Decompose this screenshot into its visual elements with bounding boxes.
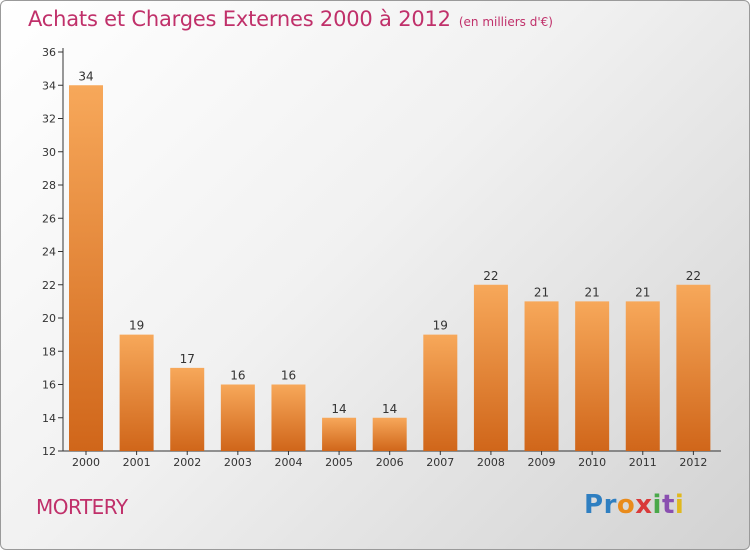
labels: 34 19 17 16 16 14 14 19 22 21 21 21 22 <box>78 69 701 416</box>
bar-value-label: 14 <box>331 402 346 416</box>
y-tick-label: 32 <box>42 113 56 126</box>
bar-value-label: 19 <box>433 319 448 333</box>
x-tick-label: 2004 <box>274 456 302 469</box>
commune-name: MORTERY <box>36 495 128 519</box>
y-tick-label: 28 <box>42 179 56 192</box>
chart-title: Achats et Charges Externes 2000 à 2012 <box>28 7 451 31</box>
y-tick-label: 34 <box>42 79 56 92</box>
bar-value-label: 22 <box>686 269 701 283</box>
bar-value-label: 21 <box>534 285 549 299</box>
chart-subtitle: (en milliers d'€) <box>458 15 553 29</box>
y-tick-label: 30 <box>42 146 56 159</box>
logo-letter: P <box>584 490 604 520</box>
bar-value-label: 19 <box>129 319 144 333</box>
logo-letter: o <box>616 490 636 520</box>
x-tick-label: 2007 <box>426 456 454 469</box>
bar <box>271 384 306 451</box>
x-tick-label: 2001 <box>123 456 151 469</box>
proxiti-logo: Proxiti <box>584 490 684 520</box>
bar <box>625 301 660 451</box>
logo-letter: i <box>652 490 662 520</box>
bar-value-label: 16 <box>230 369 245 383</box>
bar-value-label: 21 <box>635 285 650 299</box>
bar-value-label: 22 <box>483 269 498 283</box>
bar-value-label: 21 <box>585 285 600 299</box>
y-tick-label: 16 <box>42 379 56 392</box>
y-tick-label: 26 <box>42 212 56 225</box>
x-tick-label: 2000 <box>72 456 100 469</box>
bar <box>473 284 508 451</box>
y-tick-label: 12 <box>42 445 56 458</box>
x-tick-label: 2008 <box>477 456 505 469</box>
bar <box>220 384 255 451</box>
chart-title-block: Achats et Charges Externes 2000 à 2012 (e… <box>28 7 553 31</box>
logo-letter: i <box>674 490 685 520</box>
bar-value-label: 17 <box>180 352 195 366</box>
x-tick-label: 2012 <box>679 456 707 469</box>
bar-value-label: 14 <box>382 402 397 416</box>
y-tick-label: 22 <box>42 279 56 292</box>
x-tick-label: 2003 <box>224 456 252 469</box>
x-tick-label: 2002 <box>173 456 201 469</box>
bar <box>372 417 407 451</box>
bar <box>322 417 357 451</box>
bar <box>524 301 559 451</box>
bar <box>170 367 205 451</box>
logo-letter: t <box>661 490 675 520</box>
y-tick-label: 24 <box>42 246 56 259</box>
x-tick-label: 2011 <box>629 456 657 469</box>
x-tick-label: 2006 <box>376 456 404 469</box>
bar <box>575 301 610 451</box>
bar <box>676 284 711 451</box>
bar <box>423 334 458 451</box>
bar-value-label: 16 <box>281 369 296 383</box>
y-tick-label: 36 <box>42 46 56 59</box>
y-tick-label: 18 <box>42 345 56 358</box>
axes: 12 14 16 18 20 22 24 26 28 30 32 34 36 2000 2001 2002 20… <box>42 46 721 469</box>
x-tick-label: 2010 <box>578 456 606 469</box>
logo-letter: x <box>635 490 653 520</box>
bar-value-label: 34 <box>78 69 93 83</box>
y-tick-label: 14 <box>42 412 56 425</box>
y-tick-label: 20 <box>42 312 56 325</box>
x-tick-label: 2009 <box>528 456 556 469</box>
bars <box>69 85 711 451</box>
bar <box>119 334 154 451</box>
logo-letter: r <box>603 490 617 520</box>
x-tick-label: 2005 <box>325 456 353 469</box>
bar <box>69 85 103 451</box>
